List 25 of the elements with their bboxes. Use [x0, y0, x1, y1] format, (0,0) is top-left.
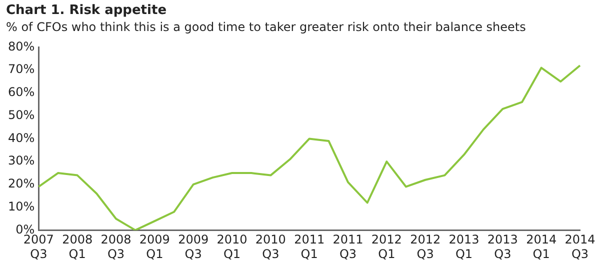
y-tick-label: 80% — [8, 39, 35, 54]
x-tick-label: 2009 Q3 — [178, 232, 209, 261]
x-tick-label: 2012 Q1 — [371, 232, 402, 261]
chart-subtitle: % of CFOs who think this is a good time to taker greater risk onto their balance sheets — [6, 20, 526, 34]
x-tick-label: 2007 Q3 — [23, 232, 54, 261]
y-tick-label: 10% — [8, 199, 35, 214]
y-tick-label: 60% — [8, 85, 35, 100]
y-tick-label: 30% — [8, 154, 35, 168]
x-tick-label: 2012 Q3 — [410, 232, 441, 261]
x-tick-label: 2010 Q1 — [216, 232, 248, 261]
x-tick-label: 2010 Q3 — [255, 232, 286, 261]
y-tick-label: 20% — [8, 176, 35, 191]
x-tick-label: 2013 Q1 — [448, 232, 480, 261]
x-tick-label: 2014 Q1 — [526, 232, 557, 261]
x-tick-label: 2009 Q1 — [139, 232, 170, 261]
y-tick-label: 70% — [8, 62, 35, 76]
chart-title: Chart 1. Risk appetite — [6, 3, 167, 18]
y-tick-label: 40% — [8, 130, 35, 145]
x-tick-label: 2011 Q1 — [294, 232, 325, 261]
x-tick-label: 2008 Q3 — [100, 232, 132, 261]
x-tick-label: 2014 Q3 — [564, 232, 596, 261]
x-tick-label: 2008 Q1 — [62, 232, 93, 261]
x-tick-label: 2013 Q3 — [487, 232, 518, 261]
x-tick-label: 2011 Q3 — [332, 232, 364, 261]
y-tick-label: 50% — [8, 108, 35, 122]
